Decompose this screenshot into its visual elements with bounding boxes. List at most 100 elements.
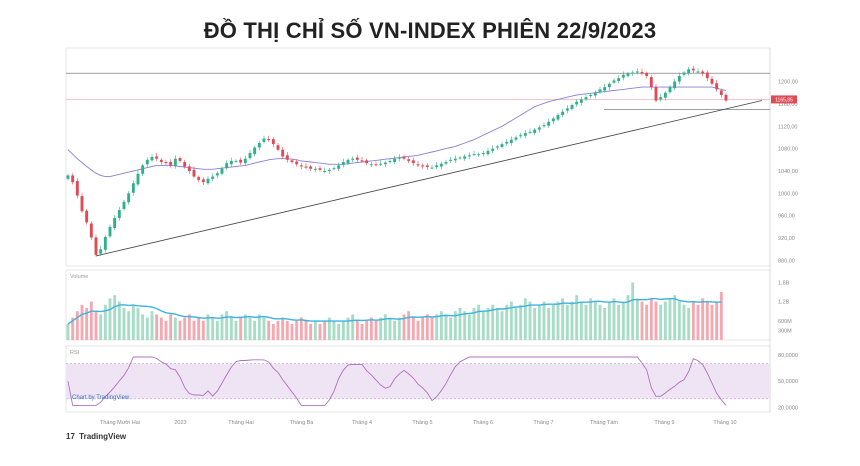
volume-bar — [211, 317, 215, 340]
candle-body — [514, 137, 518, 140]
volume-bar — [551, 304, 555, 340]
candle-body — [150, 157, 154, 161]
volume-bar — [715, 301, 719, 340]
volume-bar — [183, 317, 187, 340]
candle-body — [327, 169, 331, 171]
rsi-tick-label: 50,0000 — [778, 379, 798, 385]
candle-body — [570, 105, 574, 109]
volume-tick-label: 1,8B — [778, 280, 790, 286]
candle-body — [379, 163, 383, 165]
candle-body — [257, 143, 261, 148]
volume-bar — [169, 314, 173, 340]
candle-body — [299, 165, 303, 167]
candle-body — [635, 71, 639, 73]
candle-body — [565, 108, 569, 111]
candle-body — [234, 160, 238, 162]
candle-body — [113, 217, 117, 228]
volume-bar — [561, 298, 565, 340]
volume-bar — [687, 308, 691, 340]
candle-body — [117, 210, 121, 218]
volume-bar — [271, 324, 275, 340]
price-tick-label: 1080,00 — [778, 147, 798, 153]
candle-body — [75, 181, 79, 196]
time-tick-label: Tháng Hai — [228, 420, 253, 426]
volume-bar — [710, 304, 714, 340]
volume-bar — [542, 301, 546, 340]
candle-body — [612, 80, 616, 83]
price-tick-label: 1160,00 — [778, 102, 797, 108]
candle-body — [528, 131, 532, 133]
candle-body — [425, 165, 429, 168]
candle-body — [164, 162, 168, 164]
candle-body — [505, 141, 509, 144]
candle-body — [435, 165, 439, 168]
candle-body — [187, 166, 191, 171]
candle-body — [243, 158, 247, 164]
volume-bar — [309, 324, 313, 340]
volume-bar — [71, 317, 75, 340]
candle-body — [556, 115, 560, 120]
price-tick-label: 880,00 — [778, 258, 795, 264]
volume-bar — [654, 301, 658, 340]
candle-body — [421, 165, 425, 167]
candle-body — [621, 74, 625, 78]
moving-average-line — [67, 86, 727, 178]
volume-bar — [85, 308, 89, 340]
candle-body — [617, 78, 621, 81]
volume-bar — [523, 298, 527, 340]
volume-bar — [659, 304, 663, 340]
volume-bar — [281, 317, 285, 340]
volume-bar — [397, 317, 401, 340]
candle-body — [145, 159, 149, 165]
volume-bar — [486, 308, 490, 340]
volume-bar — [285, 320, 289, 340]
candle-body — [509, 139, 513, 144]
volume-bar — [500, 311, 504, 340]
candle-body — [491, 148, 495, 151]
time-tick-label: Tháng Mười Hai — [100, 420, 140, 426]
volume-bar — [696, 304, 700, 340]
volume-bar — [159, 317, 163, 340]
volume-bar — [374, 320, 378, 340]
volume-bar — [99, 314, 103, 340]
candle-body — [304, 166, 308, 168]
rsi-band — [66, 363, 770, 399]
volume-bar — [113, 295, 117, 340]
volume-bar — [173, 317, 177, 340]
volume-bar — [197, 317, 201, 340]
volume-bar — [612, 298, 616, 340]
candle-body — [239, 159, 243, 163]
volume-bar — [341, 320, 345, 340]
candle-body — [677, 75, 681, 82]
chart-title: ĐỒ THỊ CHỈ SỐ VN-INDEX PHIÊN 22/9/2023 — [203, 18, 657, 43]
candle-body — [607, 83, 611, 88]
candle-body — [295, 161, 299, 165]
volume-bar — [346, 317, 350, 340]
volume-bar — [290, 324, 294, 340]
candle-body — [309, 166, 313, 169]
candle-body — [551, 118, 555, 122]
volume-bar — [649, 298, 653, 340]
candle-body — [355, 157, 359, 160]
volume-bar — [575, 295, 579, 340]
volume-bar — [617, 304, 621, 340]
volume-bar — [467, 314, 471, 340]
volume-bar — [365, 320, 369, 340]
volume-bar — [295, 320, 299, 340]
volume-tick-label: 300M — [778, 328, 792, 334]
volume-bar — [117, 301, 121, 340]
volume-bar — [547, 308, 551, 340]
candle-body — [346, 159, 350, 164]
candle-body — [696, 71, 700, 73]
volume-bar — [127, 311, 131, 340]
candle-body — [183, 162, 187, 167]
volume-bar — [663, 301, 667, 340]
candle-body — [388, 160, 392, 163]
candle-body — [383, 162, 387, 165]
volume-bar — [215, 320, 219, 340]
candle-body — [197, 177, 201, 180]
candle-body — [575, 101, 579, 105]
candle-body — [640, 72, 644, 74]
candle-body — [313, 168, 317, 170]
candle-body — [631, 72, 635, 74]
